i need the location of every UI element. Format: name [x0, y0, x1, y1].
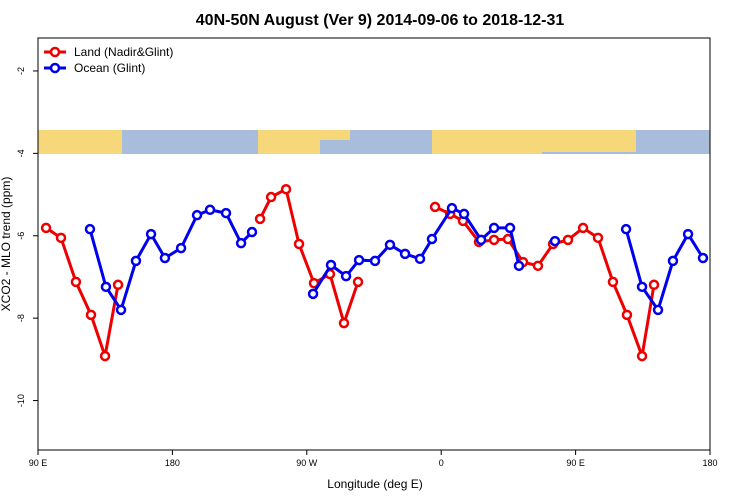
- point: [85, 309, 97, 321]
- point: [648, 279, 660, 291]
- map-land: [432, 130, 542, 154]
- point: [399, 248, 411, 260]
- point: [191, 209, 203, 221]
- point: [620, 223, 632, 235]
- point: [667, 255, 679, 267]
- legend-label: Ocean (Glint): [74, 61, 145, 75]
- point: [352, 276, 364, 288]
- x-tick-label: 0: [439, 458, 444, 468]
- point: [513, 260, 525, 272]
- point: [70, 276, 82, 288]
- point: [636, 350, 648, 362]
- point: [235, 237, 247, 249]
- point: [353, 254, 365, 266]
- point: [325, 259, 337, 271]
- point: [532, 260, 544, 272]
- point: [100, 281, 112, 293]
- point: [429, 201, 441, 213]
- map-land: [542, 130, 636, 152]
- plot-frame: [37, 37, 711, 451]
- point: [220, 207, 232, 219]
- map-land: [38, 130, 122, 154]
- legend-marker: [49, 62, 61, 74]
- point: [488, 222, 500, 234]
- y-tick-label: -4: [16, 149, 26, 157]
- point: [340, 270, 352, 282]
- point: [697, 252, 709, 264]
- point: [84, 223, 96, 235]
- point: [254, 213, 266, 225]
- point: [414, 253, 426, 265]
- point: [636, 281, 648, 293]
- y-axis-label: XCO2 - MLO trend (ppm): [0, 177, 13, 312]
- chart-title: 40N-50N August (Ver 9) 2014-09-06 to 201…: [196, 12, 565, 29]
- point: [112, 279, 124, 291]
- point: [99, 350, 111, 362]
- point: [246, 226, 258, 238]
- point: [607, 276, 619, 288]
- legend-marker: [49, 46, 61, 58]
- point: [475, 234, 487, 246]
- point: [293, 238, 305, 250]
- point: [175, 242, 187, 254]
- point: [446, 202, 458, 214]
- point: [426, 233, 438, 245]
- y-tick-label: -8: [16, 314, 26, 322]
- x-tick-label: 180: [165, 458, 180, 468]
- point: [338, 317, 350, 329]
- point: [55, 232, 67, 244]
- point: [130, 255, 142, 267]
- point: [652, 304, 664, 316]
- x-tick-label: 90 E: [29, 458, 48, 468]
- point: [384, 239, 396, 251]
- map-land: [320, 130, 350, 140]
- map-land: [258, 130, 320, 154]
- point: [369, 255, 381, 267]
- y-tick-label: -10: [16, 394, 26, 407]
- point: [307, 288, 319, 300]
- point: [562, 234, 574, 246]
- point: [621, 309, 633, 321]
- legend-label: Land (Nadir&Glint): [74, 45, 173, 59]
- point: [40, 222, 52, 234]
- point: [577, 222, 589, 234]
- point: [458, 208, 470, 220]
- point: [265, 191, 277, 203]
- map-strip: [38, 130, 710, 154]
- point: [280, 183, 292, 195]
- point: [145, 228, 157, 240]
- series-line: [88, 206, 705, 314]
- point: [159, 252, 171, 264]
- point: [592, 232, 604, 244]
- y-tick-label: -6: [16, 232, 26, 240]
- point: [504, 222, 516, 234]
- point: [115, 304, 127, 316]
- point: [488, 234, 500, 246]
- x-axis-label: Longitude (deg E): [327, 477, 422, 491]
- y-tick-label: -2: [16, 67, 26, 75]
- x-tick-label: 180: [702, 458, 717, 468]
- x-tick-label: 90 E: [566, 458, 585, 468]
- point: [682, 228, 694, 240]
- point: [549, 235, 561, 247]
- point: [204, 204, 216, 216]
- x-tick-label: 90 W: [296, 458, 318, 468]
